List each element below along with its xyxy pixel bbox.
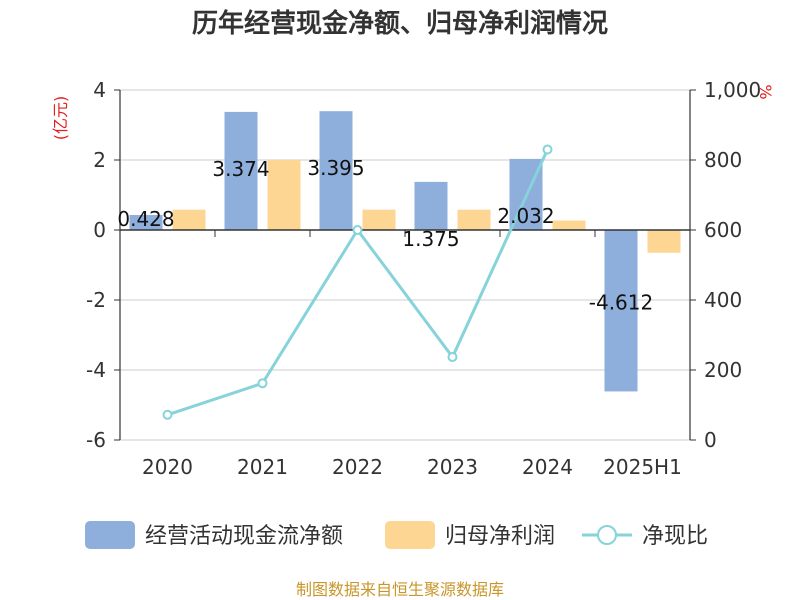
- bar-cashflow: [224, 111, 258, 230]
- axes-layer: [114, 89, 696, 441]
- bar-netprofit: [647, 230, 681, 253]
- bar-cashflow: [129, 215, 163, 230]
- legend: 经营活动现金流净额 归母净利润 净现比: [85, 521, 708, 549]
- legend-label-cashflow: 经营活动现金流净额: [145, 524, 343, 549]
- right-tick-label: 600: [704, 218, 742, 242]
- bar-netprofit: [457, 209, 491, 230]
- ratio-point: [352, 225, 363, 235]
- chart-title: 历年经营现金净额、归母净利润情况: [192, 8, 608, 39]
- left-tick-label: -4: [86, 358, 106, 382]
- bar-netprofit: [552, 220, 586, 230]
- right-tick-label: 1,000: [704, 78, 761, 102]
- right-tick-label: 200: [704, 358, 742, 382]
- left-tick-label: -6: [86, 428, 106, 452]
- left-tick-label: 0: [93, 218, 106, 242]
- bar-netprofit: [267, 160, 301, 230]
- data-label-cashflow: 2.032: [497, 204, 554, 228]
- legend-swatch-netprofit: [385, 521, 435, 549]
- bar-netprofit: [362, 209, 396, 230]
- bars-layer: [129, 111, 681, 392]
- right-tick-label: 0: [704, 428, 717, 452]
- data-label-cashflow: 0.428: [117, 207, 174, 231]
- source-note: 制图数据来自恒生聚源数据库: [296, 580, 504, 599]
- left-tick-label: 4: [93, 78, 106, 102]
- data-label-cashflow: 3.374: [212, 157, 269, 181]
- bar-netprofit: [172, 209, 206, 230]
- ratio-point: [257, 378, 268, 389]
- data-label-cashflow: -4.612: [589, 291, 653, 315]
- legend-label-netprofit: 归母净利润: [445, 524, 555, 549]
- right-tick-label: 800: [704, 148, 742, 172]
- ratio-point: [447, 352, 458, 363]
- category-label: 2025H1: [603, 455, 682, 479]
- right-tick-label: 400: [704, 288, 742, 312]
- bar-cashflow: [319, 111, 353, 230]
- category-label: 2023: [427, 455, 478, 479]
- left-axis-unit: (亿元): [51, 96, 70, 141]
- left-tick-label: -2: [86, 288, 106, 312]
- left-tick-label: 2: [93, 148, 106, 172]
- ratio-point: [542, 144, 553, 155]
- tick-labels-layer: 4 2 0 -2 -4 -6 1,000 800 600 400 200 0 2020 2021 2022 2…: [86, 78, 761, 479]
- category-label: 2020: [142, 455, 193, 479]
- bar-cashflow: [604, 230, 638, 392]
- right-axis-unit: %: [756, 84, 775, 99]
- legend-swatch-cashflow: [85, 521, 135, 549]
- category-label: 2021: [237, 455, 288, 479]
- category-label: 2022: [332, 455, 383, 479]
- bar-cashflow: [414, 181, 448, 230]
- data-labels-layer: 0.428 3.374 3.395 1.375 2.032 -4.612: [117, 156, 653, 314]
- legend-label-ratio: 净现比: [642, 524, 708, 549]
- category-label: 2024: [522, 455, 573, 479]
- ratio-line-layer: [162, 144, 553, 420]
- legend-marker-ratio: [597, 525, 617, 545]
- data-label-cashflow: 1.375: [402, 227, 459, 251]
- ratio-point: [162, 409, 173, 420]
- data-label-cashflow: 3.395: [307, 156, 364, 180]
